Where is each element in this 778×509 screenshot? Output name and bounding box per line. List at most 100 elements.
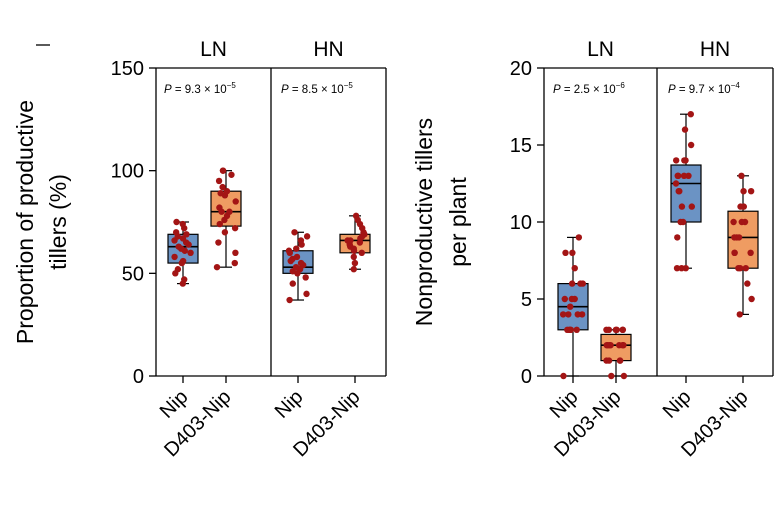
data-point: [347, 237, 354, 244]
panel-label-hn: HN: [313, 38, 343, 61]
data-point: [173, 218, 180, 226]
data-point: [297, 237, 305, 244]
y-axis-title-line1: Nonproductive tillers: [411, 118, 437, 326]
data-point: [605, 326, 613, 333]
data-point: [219, 183, 226, 191]
y-tick-label: 0: [133, 366, 144, 388]
data-point: [578, 311, 586, 318]
data-point: [228, 171, 235, 178]
data-point: [568, 280, 576, 287]
data-point: [569, 249, 576, 256]
data-point: [672, 180, 680, 187]
data-point: [604, 342, 611, 349]
y-axis-title-line2: per plant: [445, 177, 471, 267]
data-point: [231, 259, 238, 267]
data-point: [682, 265, 689, 272]
data-point: [226, 208, 233, 215]
y-tick-label: 0: [521, 366, 532, 388]
p-value-label: P = 2.5 × 10−6: [553, 81, 625, 96]
data-point: [678, 203, 686, 210]
data-point: [187, 249, 194, 256]
data-point: [179, 257, 187, 265]
data-point: [297, 259, 305, 267]
data-point: [747, 188, 755, 195]
data-point: [735, 234, 743, 241]
data-point: [736, 265, 744, 272]
data-point: [574, 311, 581, 318]
data-point: [232, 198, 239, 205]
data-point: [619, 326, 627, 333]
data-point: [285, 247, 293, 254]
data-point: [286, 296, 293, 304]
data-point: [573, 326, 580, 333]
data-point: [677, 218, 684, 226]
data-point: [179, 220, 186, 228]
data-point: [216, 220, 223, 228]
data-point: [351, 259, 359, 267]
data-point: [303, 233, 311, 240]
data-point: [216, 204, 223, 211]
data-point: [740, 203, 747, 210]
data-point: [565, 311, 572, 318]
data-point: [612, 326, 620, 333]
panel-label-ln: LN: [200, 38, 227, 61]
data-point: [302, 274, 309, 281]
data-point: [744, 280, 751, 287]
data-point: [738, 218, 745, 226]
data-point: [687, 111, 694, 118]
y-tick-label: 20: [510, 58, 532, 80]
data-point: [575, 234, 583, 241]
data-point: [681, 157, 688, 164]
data-point: [731, 249, 738, 256]
data-point: [688, 203, 696, 210]
data-point: [672, 157, 680, 164]
data-point: [293, 245, 300, 252]
y-axis-title-line2: tillers (%): [45, 174, 71, 270]
data-point: [350, 253, 357, 261]
data-point: [738, 172, 745, 179]
chart-nonproductive-tillers: 0 5 10 15 20 Nonproductive tillers per plant LN…: [411, 38, 774, 461]
data-point: [674, 234, 681, 241]
data-point: [605, 357, 613, 364]
y-tick-label: 100: [111, 161, 144, 183]
data-point: [172, 229, 180, 236]
data-point: [559, 311, 567, 318]
category-label-nip: Nip: [659, 386, 696, 423]
y-tick-label: 150: [111, 58, 144, 80]
data-point: [213, 263, 221, 271]
data-point: [215, 177, 223, 185]
data-point: [174, 266, 182, 273]
y-tick-label: 15: [510, 135, 532, 157]
data-point: [219, 167, 227, 174]
data-point: [303, 290, 310, 298]
data-point: [620, 372, 628, 380]
data-point: [608, 372, 615, 380]
data-point: [673, 265, 681, 272]
y-tick-label: 5: [521, 289, 532, 311]
panel-label-hn: HN: [700, 38, 730, 61]
p-value-label: P = 8.5 × 10−5: [281, 81, 353, 96]
data-point: [352, 212, 360, 220]
data-point: [742, 265, 749, 272]
data-point: [571, 265, 578, 272]
data-point: [292, 263, 300, 271]
data-point: [674, 172, 682, 179]
data-point: [567, 326, 575, 333]
data-point: [577, 280, 584, 287]
data-point: [358, 249, 365, 256]
category-label-nip: Nip: [546, 386, 583, 423]
data-point: [183, 231, 190, 238]
data-point: [561, 295, 568, 303]
data-point: [747, 249, 754, 256]
data-point: [232, 249, 239, 256]
category-label-nip: Nip: [156, 386, 193, 423]
data-point: [740, 188, 747, 195]
data-point: [350, 266, 357, 273]
data-point: [231, 224, 239, 232]
data-point: [748, 295, 755, 303]
data-point: [566, 303, 574, 310]
data-point: [291, 229, 298, 236]
data-point: [687, 141, 695, 149]
data-point: [562, 249, 569, 256]
data-point: [736, 311, 743, 318]
